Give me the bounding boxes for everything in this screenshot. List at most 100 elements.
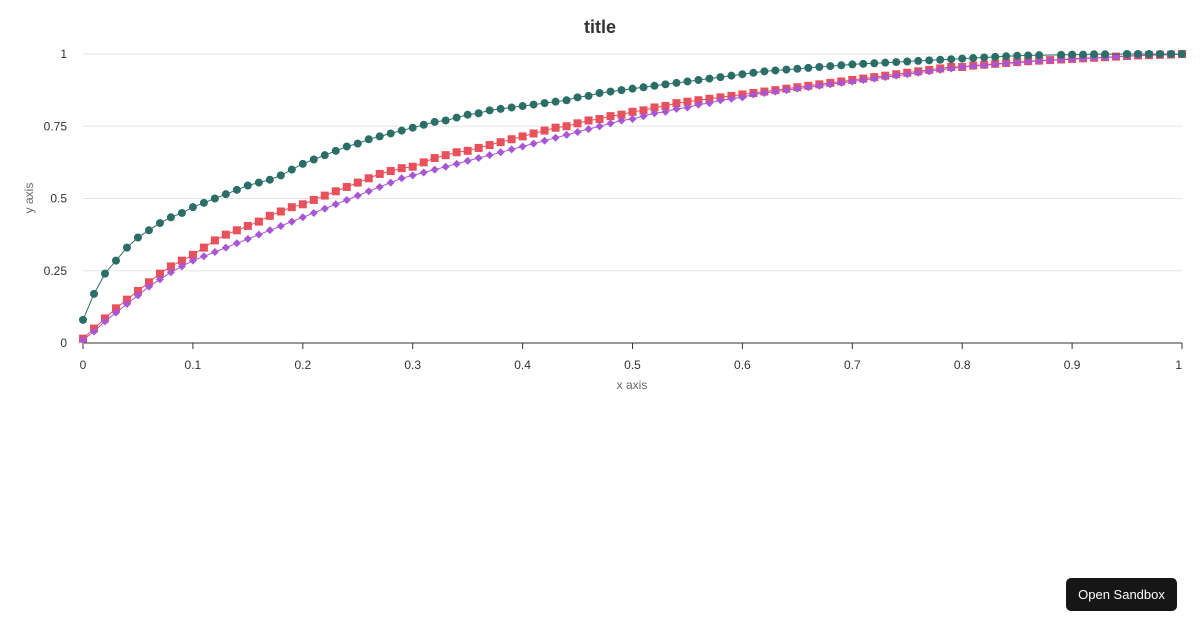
data-point: [782, 65, 791, 74]
data-point: [353, 139, 362, 148]
data-point: [232, 226, 241, 235]
data-point: [958, 63, 967, 72]
data-point: [276, 207, 285, 216]
y-axis-label: y axis: [22, 183, 36, 214]
data-point: [232, 185, 241, 194]
data-point: [122, 295, 131, 304]
x-tick-label: 0: [80, 358, 87, 372]
data-point: [705, 99, 714, 108]
data-point: [1002, 52, 1011, 61]
data-point: [980, 53, 989, 62]
data-point: [221, 190, 230, 199]
data-point: [661, 102, 670, 111]
data-point: [79, 336, 87, 345]
data-point: [287, 217, 296, 226]
data-point: [562, 96, 571, 105]
data-point: [727, 71, 736, 80]
data-point: [89, 327, 98, 336]
data-point: [331, 200, 340, 209]
data-point: [749, 68, 758, 77]
data-point: [364, 135, 373, 144]
data-point: [419, 120, 428, 129]
y-tick-label: 0.25: [44, 264, 68, 278]
data-point: [122, 243, 131, 252]
data-point: [771, 87, 780, 96]
data-point: [485, 106, 494, 115]
data-point: [397, 174, 406, 183]
data-point: [177, 262, 186, 271]
x-tick-label: 0.8: [954, 358, 971, 372]
data-point: [859, 59, 868, 68]
data-point: [331, 187, 340, 196]
data-point: [573, 93, 582, 102]
data-point: [254, 230, 263, 239]
data-point: [199, 243, 208, 252]
data-point: [584, 116, 593, 125]
data-point: [815, 81, 824, 90]
data-point: [661, 80, 670, 89]
data-point: [397, 164, 406, 173]
data-point: [650, 109, 659, 118]
data-point: [837, 61, 846, 70]
data-point: [518, 142, 527, 151]
data-point: [144, 226, 153, 235]
data-point: [166, 268, 175, 277]
data-point: [1057, 50, 1066, 59]
data-point: [628, 115, 637, 124]
data-point: [364, 174, 373, 183]
chart-title: title: [584, 17, 616, 37]
data-point: [419, 168, 428, 177]
series-square: [79, 50, 1186, 343]
data-point: [485, 151, 494, 160]
data-point: [221, 230, 230, 239]
data-point: [221, 243, 230, 252]
series-circle: [79, 50, 1186, 324]
data-point: [1101, 50, 1110, 59]
x-tick-label: 0.4: [514, 358, 531, 372]
data-point: [903, 70, 912, 79]
data-point: [529, 129, 538, 138]
data-point: [243, 181, 252, 190]
data-point: [111, 308, 120, 317]
data-point: [507, 135, 516, 144]
data-point: [100, 317, 109, 326]
data-point: [298, 200, 307, 209]
data-point: [518, 132, 527, 141]
data-point: [672, 104, 681, 113]
data-point: [1156, 50, 1165, 58]
data-point: [1167, 50, 1176, 58]
data-point: [419, 158, 428, 167]
data-point: [1112, 52, 1121, 61]
data-point: [265, 226, 274, 235]
data-point: [617, 116, 626, 125]
data-point: [507, 145, 516, 154]
data-point: [628, 107, 637, 116]
open-sandbox-button[interactable]: Open Sandbox: [1066, 578, 1177, 611]
data-point: [375, 169, 384, 178]
data-point: [584, 125, 593, 134]
data-point: [815, 63, 824, 72]
data-point: [606, 87, 615, 96]
data-point: [870, 59, 879, 68]
data-point: [672, 78, 681, 87]
data-point: [705, 94, 714, 103]
data-point: [133, 233, 142, 242]
data-point: [914, 56, 923, 65]
data-point: [782, 86, 791, 95]
data-point: [188, 250, 197, 259]
data-point: [386, 129, 395, 138]
data-point: [958, 54, 967, 63]
data-point: [562, 130, 571, 139]
series-diamond: [79, 50, 1186, 345]
grid-lines: [83, 53, 1182, 272]
y-tick-label: 1: [60, 47, 67, 61]
data-point: [353, 191, 362, 200]
x-tick-label: 0.9: [1064, 358, 1081, 372]
y-tick-label: 0.5: [50, 192, 67, 206]
data-point: [133, 286, 142, 295]
data-point: [518, 102, 527, 111]
data-point: [1090, 50, 1099, 59]
series-line: [82, 53, 1183, 340]
data-point: [804, 83, 813, 92]
data-point: [804, 63, 813, 72]
